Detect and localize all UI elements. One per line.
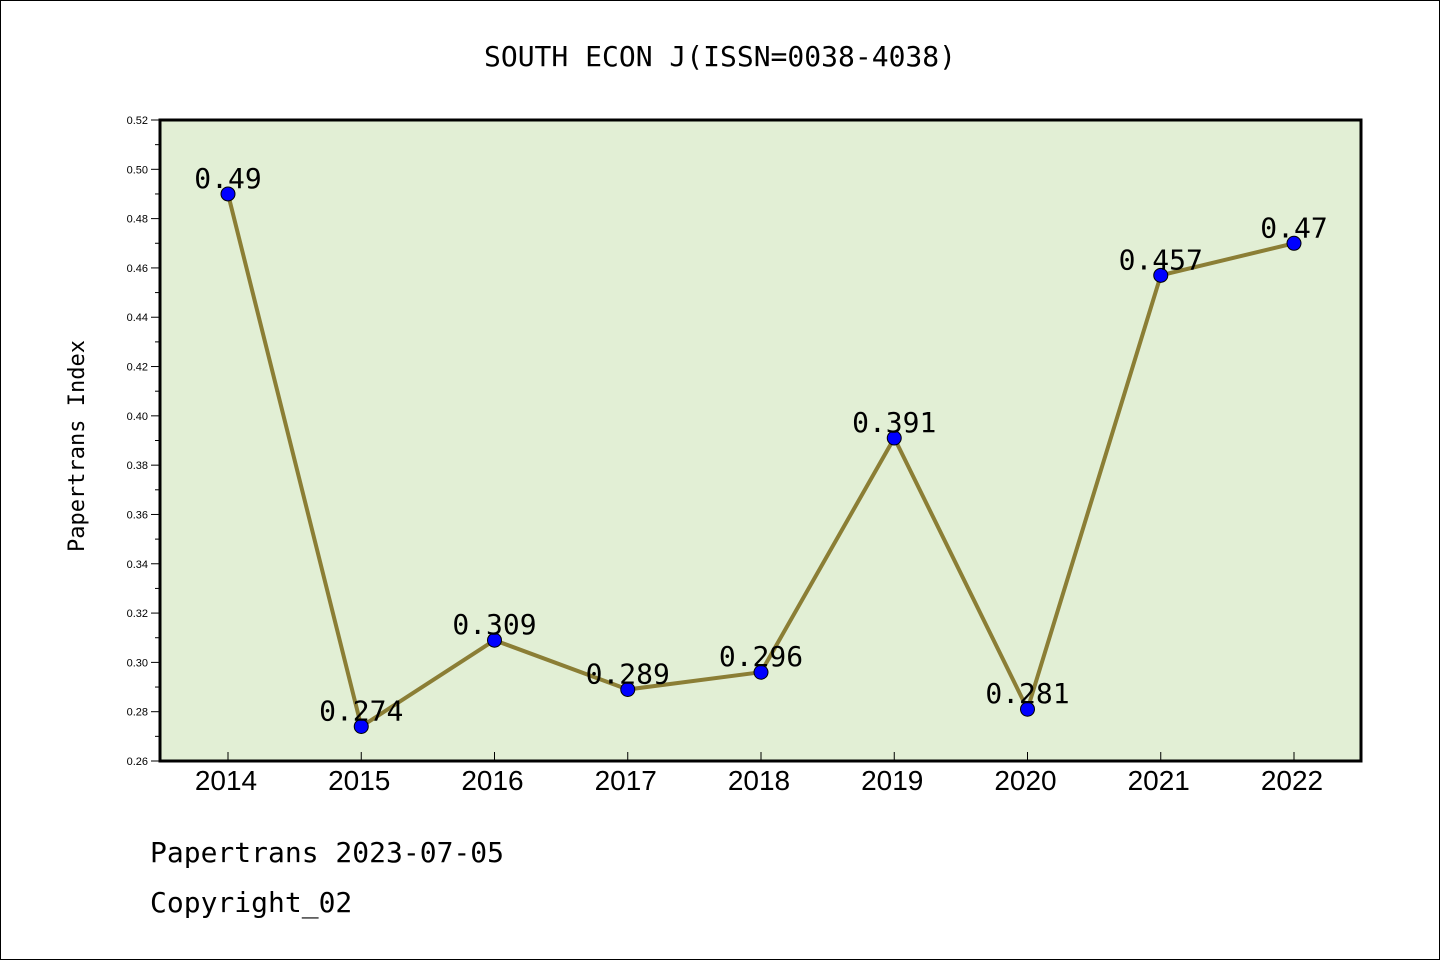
y-tick-label: 0.48	[127, 214, 148, 226]
y-tick-label: 0.38	[127, 460, 148, 472]
x-tick-label: 2022	[1261, 765, 1323, 796]
data-label: 0.49	[194, 162, 261, 195]
y-tick-label: 0.34	[127, 559, 148, 571]
y-tick-label: 0.44	[127, 312, 148, 324]
y-tick-label: 0.28	[127, 707, 148, 719]
data-point	[1153, 267, 1169, 283]
data-point	[487, 632, 502, 648]
y-axis-label: Papertrans Index	[65, 340, 90, 552]
y-tick-label: 0.40	[127, 411, 148, 423]
data-labels: 0.49 0.274 0.309 0.289 0.296 0.391 0.281 0.457 0…	[194, 162, 1327, 728]
data-points	[220, 186, 1302, 734]
x-tick-label: 2016	[461, 765, 523, 796]
y-tick-label: 0.26	[127, 756, 148, 768]
data-label: 0.274	[319, 694, 403, 727]
data-label: 0.296	[719, 640, 803, 673]
x-tick-label: 2020	[994, 765, 1056, 796]
y-tick-label: 0.42	[127, 362, 148, 374]
plot-border	[158, 118, 1363, 763]
data-label: 0.309	[452, 608, 536, 641]
data-point	[620, 682, 636, 698]
plot-area	[160, 120, 1361, 761]
y-tick-label: 0.46	[127, 263, 148, 275]
x-tick-label: 2017	[595, 765, 657, 796]
footer-copyright: Copyright_02	[150, 886, 353, 919]
x-axis: 2014 2015 2016 2017 2018 2019 2020 2021 2022	[195, 752, 1323, 796]
y-axis: 0.26 0.28 0.30 0.32 0.34 0.36 0.38 0.40 0.42 0.44…	[127, 115, 160, 768]
data-point	[1020, 701, 1035, 717]
x-tick-label: 2021	[1128, 765, 1190, 796]
y-tick-label: 0.32	[127, 608, 148, 620]
data-point	[886, 430, 902, 446]
data-point	[220, 186, 236, 202]
footer-date: Papertrans 2023-07-05	[150, 836, 505, 869]
data-point	[753, 664, 769, 680]
data-point	[1286, 235, 1302, 251]
y-tick-label: 0.30	[127, 657, 148, 669]
data-label: 0.47	[1260, 211, 1327, 244]
data-label: 0.289	[586, 658, 670, 691]
y-tick-label: 0.52	[127, 115, 148, 127]
data-label: 0.281	[985, 677, 1069, 710]
y-tick-label: 0.50	[127, 164, 148, 176]
x-tick-label: 2019	[861, 765, 923, 796]
data-label: 0.391	[852, 406, 936, 439]
data-label: 0.457	[1119, 243, 1203, 276]
chart-title: SOUTH ECON J(ISSN=0038-4038)	[484, 40, 956, 73]
y-tick-label: 0.36	[127, 509, 148, 521]
x-tick-label: 2015	[328, 765, 390, 796]
data-point	[353, 718, 369, 734]
x-tick-label: 2018	[728, 765, 790, 796]
x-tick-label: 2014	[195, 765, 257, 796]
